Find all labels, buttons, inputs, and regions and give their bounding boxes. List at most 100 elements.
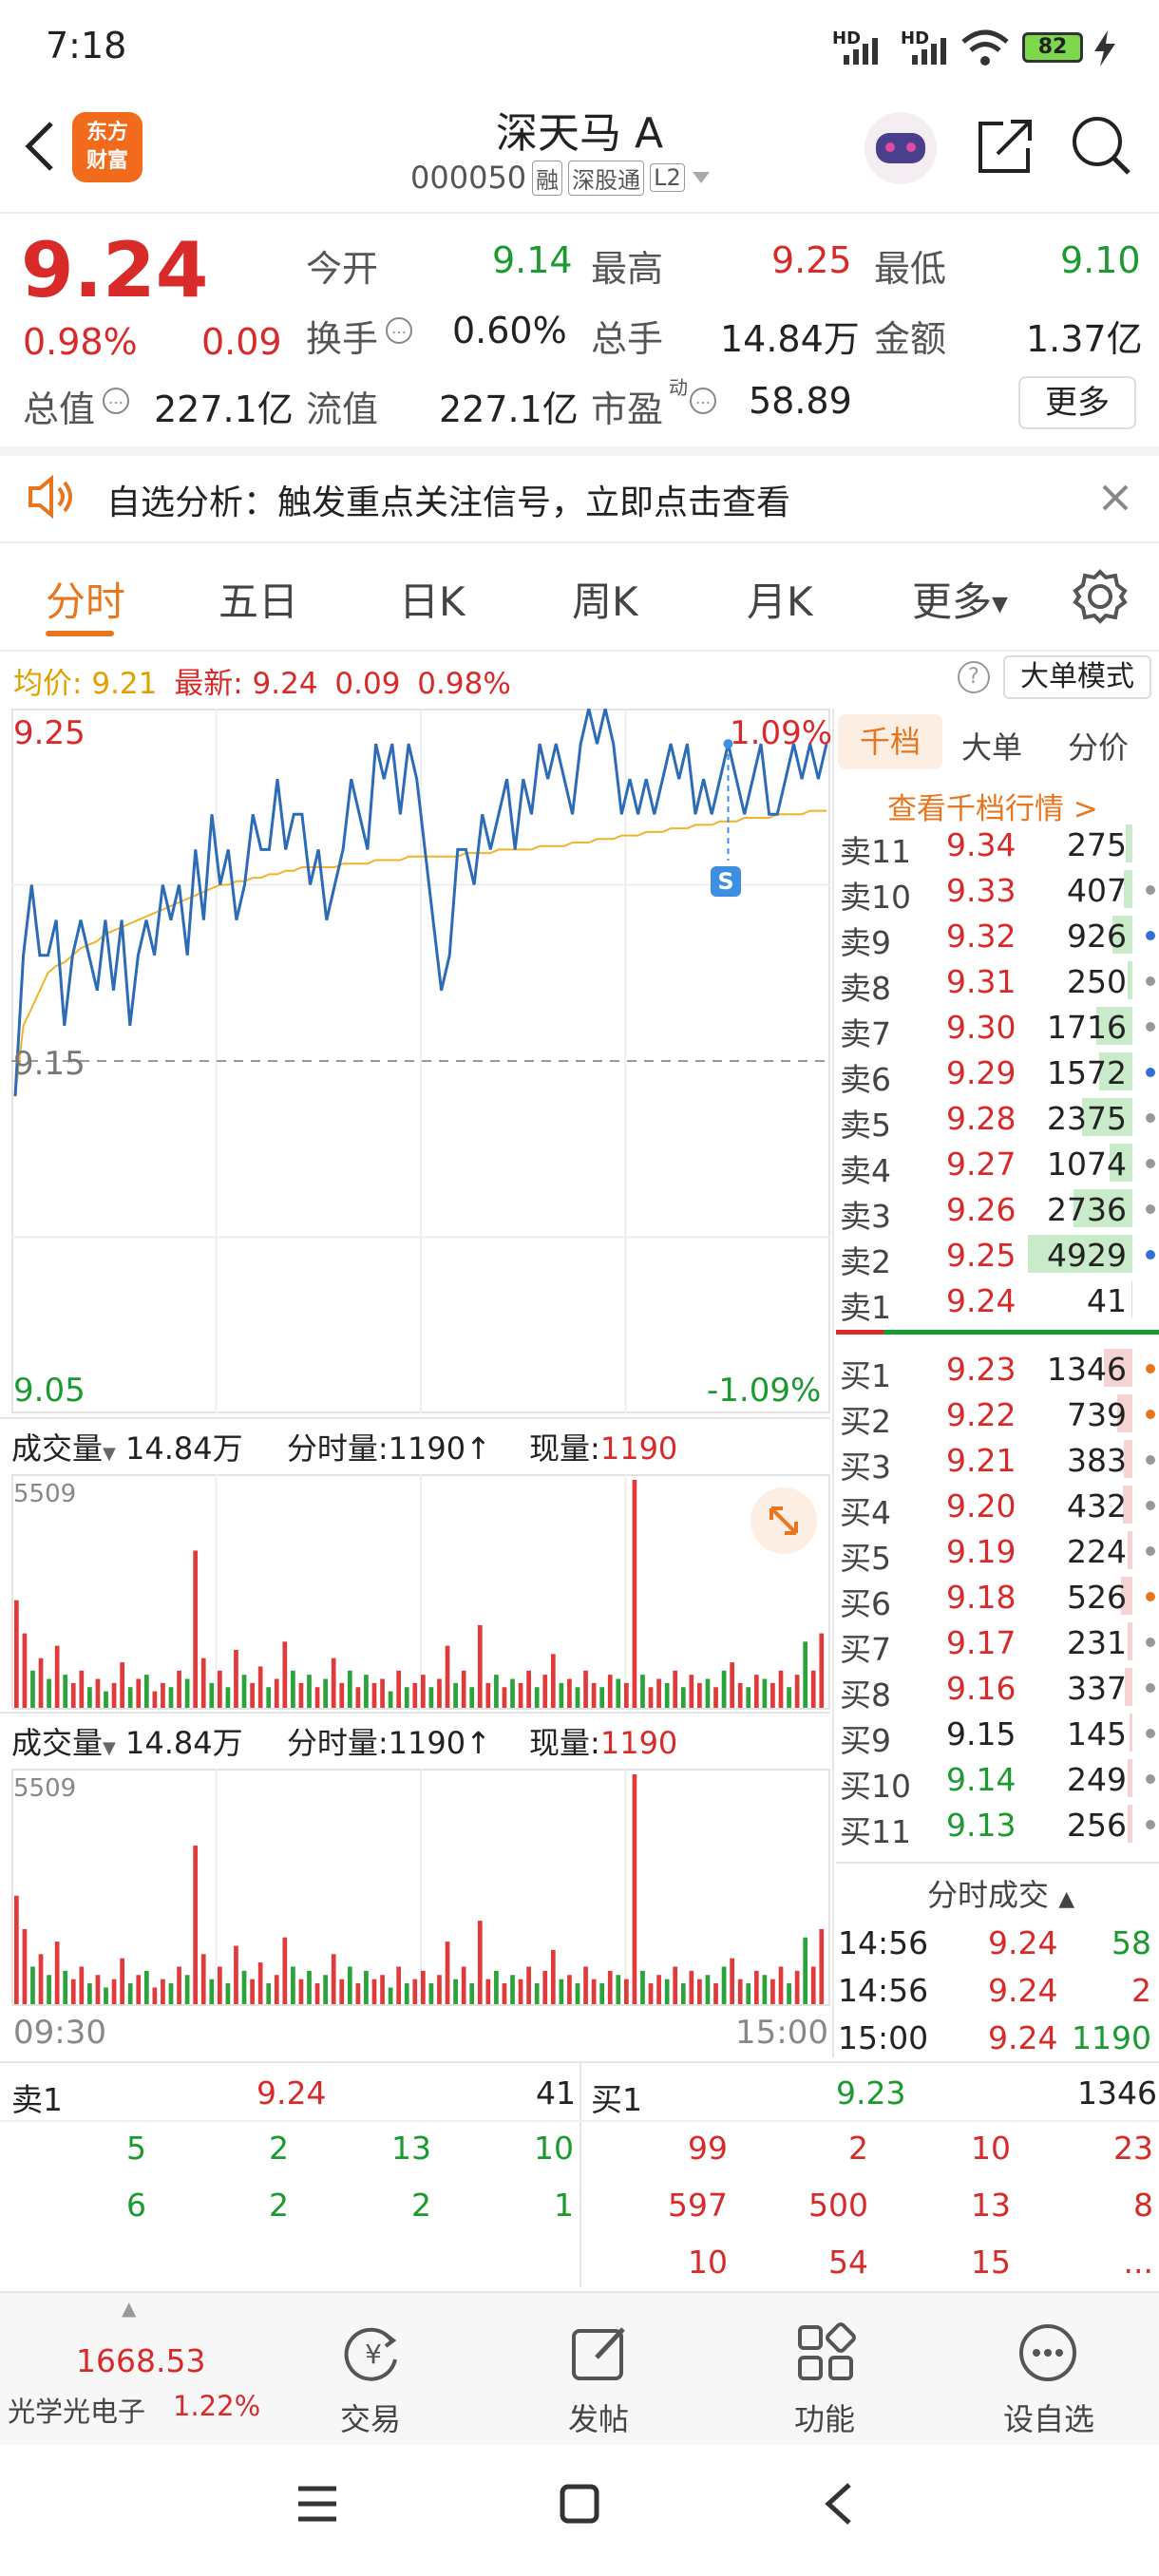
post-icon[interactable] bbox=[568, 2321, 631, 2384]
volume-bar bbox=[282, 1641, 288, 1708]
close-icon[interactable] bbox=[1100, 483, 1130, 513]
volume-chart-2[interactable] bbox=[11, 1769, 830, 2006]
volume-bar bbox=[599, 1983, 605, 2004]
depth-bar bbox=[1112, 916, 1132, 954]
volume-bar bbox=[177, 1670, 181, 1708]
trade-icon[interactable]: ¥ bbox=[342, 2321, 405, 2384]
expand-icon[interactable] bbox=[750, 1487, 817, 1554]
buy-level[interactable]: 买2 9.22 739 bbox=[836, 1392, 1159, 1440]
queue-sell-cell: 6 bbox=[126, 2187, 146, 2224]
search-icon[interactable] bbox=[1070, 114, 1132, 177]
sell-level[interactable]: 卖2 9.25 4929 bbox=[836, 1233, 1159, 1280]
tab-daily-k[interactable]: 日K bbox=[399, 578, 466, 625]
logo-line-1: 东方 bbox=[86, 121, 128, 144]
sell-level[interactable]: 卖1 9.24 41 bbox=[836, 1279, 1159, 1326]
buy-level[interactable]: 买7 9.17 231 bbox=[836, 1620, 1159, 1668]
sell-level[interactable]: 卖3 9.26 2736 bbox=[836, 1187, 1159, 1235]
queue-sell-cell: 2 bbox=[411, 2187, 431, 2224]
buy-level[interactable]: 买9 9.15 145 bbox=[836, 1712, 1159, 1759]
tab-intraday[interactable]: 分时 bbox=[46, 578, 126, 625]
chart-top-price: 9.25 bbox=[13, 714, 86, 752]
sell-level[interactable]: 卖6 9.29 1572 bbox=[836, 1051, 1159, 1098]
back-nav-icon[interactable] bbox=[823, 2481, 855, 2527]
sell-level[interactable]: 卖7 9.30 1716 bbox=[836, 1005, 1159, 1052]
tab-more[interactable]: 更多▼ bbox=[912, 578, 1008, 625]
buy-level[interactable]: 买3 9.21 383 bbox=[836, 1438, 1159, 1486]
robot-avatar[interactable] bbox=[864, 112, 937, 184]
info-icon[interactable]: … bbox=[103, 388, 129, 414]
dropdown-icon[interactable] bbox=[691, 170, 712, 185]
volume-bar bbox=[616, 1975, 621, 2004]
depth-link[interactable]: 查看千档行情 > bbox=[887, 792, 1098, 826]
volume-bar bbox=[518, 1979, 523, 2004]
volume-bar bbox=[371, 1682, 377, 1708]
tab-indicator bbox=[46, 631, 114, 636]
level-label: 卖3 bbox=[840, 1198, 891, 1235]
tab-five-day[interactable]: 五日 bbox=[218, 578, 299, 625]
volume-bar bbox=[713, 1687, 718, 1708]
level-dot bbox=[1146, 1159, 1155, 1168]
big-order-mode-button[interactable]: 大单模式 bbox=[1003, 655, 1151, 699]
nav-functions[interactable]: 功能 bbox=[794, 2401, 856, 2437]
share-icon[interactable] bbox=[975, 114, 1036, 177]
nav-trade[interactable]: 交易 bbox=[340, 2401, 402, 2437]
volume-bar bbox=[494, 1675, 499, 1708]
banner-text[interactable]: 自选分析：触发重点关注信号，立即点击查看 bbox=[106, 483, 791, 522]
float-label: 流值 bbox=[306, 388, 379, 430]
buy-level[interactable]: 买5 9.19 224 bbox=[836, 1529, 1159, 1577]
buy-level[interactable]: 买10 9.14 249 bbox=[836, 1757, 1159, 1805]
volume-label[interactable]: 成交量 bbox=[11, 1430, 104, 1467]
level-dot bbox=[1146, 1068, 1155, 1077]
index-name[interactable]: 光学光电子 bbox=[8, 2396, 146, 2428]
depth-bar bbox=[1124, 870, 1132, 908]
sell-level[interactable]: 卖11 9.34 275 bbox=[836, 823, 1159, 870]
buy-level[interactable]: 买6 9.18 526 bbox=[836, 1575, 1159, 1622]
back-icon[interactable] bbox=[21, 118, 59, 175]
info-icon[interactable]: … bbox=[386, 317, 412, 344]
functions-icon[interactable] bbox=[794, 2321, 857, 2384]
info-icon[interactable]: … bbox=[690, 388, 716, 414]
volume-bar bbox=[453, 1682, 458, 1708]
volume-bar bbox=[380, 1678, 385, 1708]
nav-add-watchlist[interactable]: 设自选 bbox=[1003, 2401, 1095, 2437]
sell-level[interactable]: 卖10 9.33 407 bbox=[836, 868, 1159, 916]
volume-chart-1[interactable] bbox=[11, 1474, 830, 1710]
volume-bar bbox=[225, 1983, 231, 2004]
more-button[interactable]: 更多 bbox=[1018, 376, 1136, 429]
buy-level[interactable]: 买11 9.13 256 bbox=[836, 1803, 1159, 1850]
level-volume: 739 bbox=[1067, 1396, 1127, 1433]
sell-level[interactable]: 卖9 9.32 926 bbox=[836, 914, 1159, 961]
buy-level[interactable]: 买8 9.16 337 bbox=[836, 1666, 1159, 1714]
sell-level[interactable]: 卖8 9.31 250 bbox=[836, 959, 1159, 1007]
ticks-title[interactable]: 分时成交 ▲ bbox=[927, 1877, 1075, 1913]
price-chart[interactable] bbox=[11, 709, 830, 1413]
queue-sell-label: 卖1 bbox=[11, 2081, 63, 2118]
level-dot bbox=[1146, 1820, 1155, 1829]
menu-icon[interactable] bbox=[294, 2485, 340, 2523]
buy-level[interactable]: 买1 9.23 1346 bbox=[836, 1347, 1159, 1394]
sell-level[interactable]: 卖4 9.27 1074 bbox=[836, 1142, 1159, 1189]
level-dot bbox=[1146, 1501, 1155, 1510]
volume-bar bbox=[664, 1682, 670, 1708]
level-volume: 1346 bbox=[1047, 1351, 1127, 1388]
s-signal-marker[interactable]: S bbox=[711, 866, 741, 897]
more-dots-icon[interactable] bbox=[1016, 2321, 1079, 2384]
tab-big-order[interactable]: 大单 bbox=[961, 729, 1023, 766]
home-icon[interactable] bbox=[559, 2483, 600, 2525]
tab-price-dist[interactable]: 分价 bbox=[1068, 729, 1130, 766]
volume-max-2: 5509 bbox=[13, 1774, 77, 1803]
volume-bar bbox=[640, 1675, 645, 1708]
volume-bar bbox=[177, 1966, 181, 2004]
level-price: 9.20 bbox=[946, 1487, 1016, 1525]
tab-depth[interactable]: 千档 bbox=[838, 714, 942, 769]
settings-icon[interactable] bbox=[1072, 568, 1129, 625]
help-icon[interactable]: ? bbox=[958, 661, 990, 693]
index-value[interactable]: 1668.53 bbox=[76, 2342, 206, 2379]
sell-level[interactable]: 卖5 9.28 2375 bbox=[836, 1096, 1159, 1144]
volume-bar bbox=[428, 1983, 434, 2004]
volume-label[interactable]: 成交量 bbox=[11, 1725, 104, 1761]
nav-post[interactable]: 发帖 bbox=[568, 2401, 630, 2437]
tab-monthly-k[interactable]: 月K bbox=[747, 578, 813, 625]
buy-level[interactable]: 买4 9.20 432 bbox=[836, 1484, 1159, 1531]
tab-weekly-k[interactable]: 周K bbox=[572, 578, 638, 625]
